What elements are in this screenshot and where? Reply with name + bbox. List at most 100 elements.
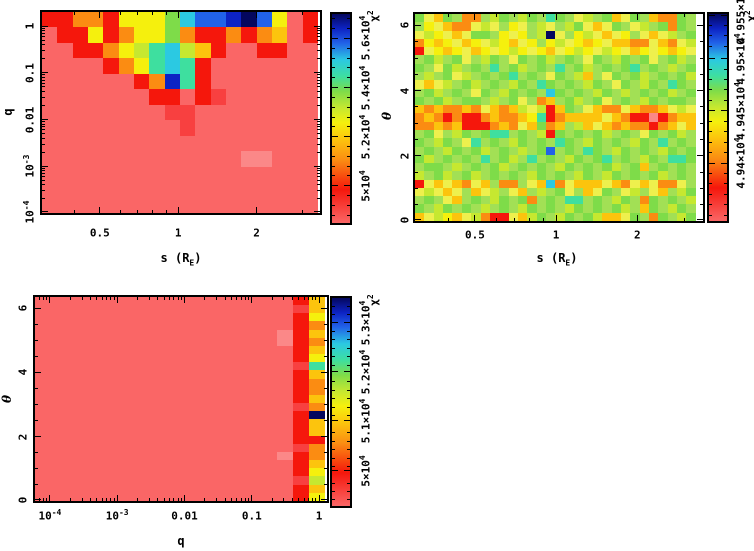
heatmap-cell (555, 146, 565, 155)
heatmap-cell (292, 403, 309, 412)
colorbar-tick-label: 4.94×104 (732, 137, 748, 189)
heatmap-cell (103, 12, 119, 28)
heatmap-cell (149, 166, 165, 183)
heatmap-cell (546, 187, 556, 197)
heatmap-cell (287, 42, 303, 59)
heatmap-cell (87, 197, 104, 214)
heatmap-cell (99, 354, 116, 363)
heatmap-cell (244, 305, 261, 314)
heatmap-cell (564, 129, 575, 139)
heatmap-cell (210, 27, 226, 43)
heatmap-cell (583, 14, 593, 23)
heatmap-cell (164, 58, 180, 74)
heatmap-cell (133, 42, 150, 59)
heatmap-cell (480, 146, 490, 155)
heatmap-row (42, 104, 318, 121)
y-major-tick (697, 90, 703, 92)
heatmap-cell (276, 297, 293, 306)
heatmap-cell (99, 435, 116, 444)
heatmap-cell (415, 179, 425, 188)
heatmap-cell (583, 196, 593, 205)
heatmap-row (415, 38, 696, 48)
heatmap-cell (149, 135, 165, 152)
heatmap-cell (196, 476, 213, 485)
heatmap-cell (508, 22, 518, 31)
heatmap-cell (658, 55, 668, 64)
heatmap-cell (564, 187, 575, 197)
heatmap-cell (480, 88, 490, 97)
heatmap-row (42, 12, 318, 28)
heatmap-cell (686, 71, 696, 81)
x-minor-tick (240, 498, 242, 501)
heatmap-cell (212, 492, 229, 501)
heatmap-cell (517, 47, 528, 56)
heatmap-cell (292, 297, 309, 306)
heatmap-cell (163, 378, 180, 387)
heatmap-cell (471, 154, 481, 164)
x-minor-tick (157, 498, 159, 501)
heatmap-cell (147, 419, 164, 428)
colorbar-gradient (709, 14, 727, 221)
colorbar-minor-tick (724, 193, 727, 195)
colorbar-minor-tick (332, 305, 335, 307)
y-minor-tick (324, 323, 327, 325)
colorbar-minor-tick (709, 68, 712, 70)
heatmap-cell (658, 47, 668, 56)
heatmap-cell (611, 88, 621, 97)
heatmap-cell (471, 138, 481, 147)
heatmap-cell (99, 484, 116, 493)
heatmap-cell (87, 58, 104, 74)
heatmap-cell (452, 88, 462, 97)
heatmap-cell (620, 138, 631, 147)
heatmap-cell (480, 196, 490, 205)
heatmap-cell (574, 96, 584, 106)
heatmap-cell (630, 88, 640, 97)
heatmap-cell (639, 187, 649, 197)
heatmap-cell (228, 403, 245, 412)
heatmap-cell (292, 329, 309, 338)
heatmap-cell (195, 151, 211, 167)
plot-box (413, 12, 705, 223)
heatmap-cell (461, 71, 472, 81)
heatmap-cell (433, 154, 444, 164)
plot-box (33, 295, 329, 503)
colorbar-minor-tick (332, 398, 335, 400)
heatmap-cell (115, 403, 132, 412)
heatmap-cell (592, 121, 603, 130)
heatmap-cell (648, 212, 659, 222)
heatmap-row (42, 151, 318, 167)
heatmap-cell (480, 80, 490, 89)
heatmap-cell (196, 443, 213, 452)
heatmap-cell (72, 135, 88, 152)
colorbar-minor-tick (347, 67, 350, 69)
x-minor-tick (303, 297, 305, 300)
heatmap-cell (415, 22, 425, 31)
y-minor-tick (317, 179, 320, 181)
x-major-tick (474, 14, 476, 20)
heatmap-cell (433, 113, 444, 122)
y-major-tick (314, 72, 320, 74)
heatmap-cell (118, 73, 134, 90)
heatmap-cell (499, 88, 509, 97)
heatmap-cell (620, 71, 631, 81)
heatmap-cell (244, 443, 261, 452)
y-minor-tick (317, 143, 320, 145)
heatmap-cell (244, 362, 261, 371)
heatmap-cell (471, 80, 481, 89)
heatmap-cell (115, 313, 132, 322)
heatmap-cell (256, 73, 272, 90)
y-minor-tick (317, 86, 320, 88)
heatmap-cell (611, 138, 621, 147)
heatmap-cell (517, 22, 528, 31)
heatmap-cell (99, 297, 116, 306)
colorbar-minor-tick (724, 100, 727, 102)
heatmap-cell (163, 297, 180, 306)
heatmap-cell (536, 187, 547, 197)
x-major-tick (555, 14, 557, 20)
heatmap-cell (489, 163, 500, 172)
heatmap-cell (228, 394, 245, 404)
heatmap-cell (271, 197, 288, 214)
heatmap-cell (51, 492, 68, 501)
heatmap-cell (602, 55, 612, 64)
heatmap-cell (574, 129, 584, 139)
